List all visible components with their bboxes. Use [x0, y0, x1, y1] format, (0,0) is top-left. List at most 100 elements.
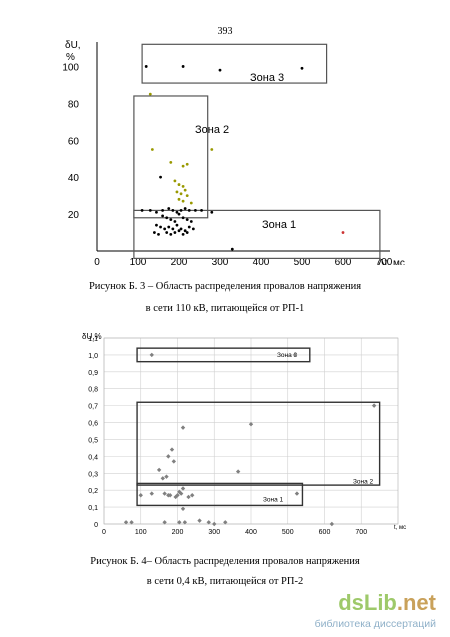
zone-box [136, 482, 304, 507]
data-point [181, 65, 185, 68]
data-point [218, 68, 222, 72]
data-point [189, 201, 193, 205]
data-point [179, 227, 183, 231]
data-point [161, 209, 165, 212]
figure1-caption-line2: в сети 110 кВ, питающейся от РП-1 [145, 303, 305, 314]
y-tick-label: 20 [68, 210, 80, 221]
y-tick-label: 0,3 [88, 471, 98, 478]
data-point [171, 227, 175, 231]
data-point [300, 66, 304, 70]
data-point [169, 232, 173, 236]
data-point [149, 352, 154, 358]
data-point [341, 231, 345, 234]
data-point [148, 92, 152, 96]
data-point [171, 459, 177, 464]
x-tick-label: 400 [245, 529, 257, 536]
data-point [248, 422, 254, 427]
data-point [182, 520, 188, 525]
data-point [294, 491, 300, 496]
data-point [169, 447, 175, 452]
x-tick-label: 100 [135, 529, 147, 536]
data-point [169, 161, 173, 164]
data-point [185, 218, 189, 222]
data-point [187, 209, 191, 212]
data-point [185, 162, 189, 166]
data-point [180, 506, 186, 511]
data-point [167, 207, 171, 210]
page-number: 393 [217, 26, 233, 37]
data-point [177, 229, 181, 233]
data-point [181, 232, 185, 236]
x-tick-label: 600 [335, 257, 352, 265]
data-point [185, 194, 189, 198]
data-point [292, 352, 298, 358]
y-tick-label: 60 [68, 136, 80, 147]
figure2-caption-line1: Рисунок Б. 4– Область распределения пров… [90, 556, 360, 567]
y-tick-label: 0,2 [88, 488, 98, 495]
data-point [183, 207, 187, 210]
data-point [167, 225, 171, 229]
data-point [177, 183, 181, 186]
zone-label: Зона 2 [353, 479, 374, 486]
y-tick-label: 0,5 [88, 437, 98, 444]
zone-box [136, 347, 311, 363]
data-point [200, 209, 203, 212]
x-tick-label: 300 [212, 257, 229, 265]
zone-label: Зона 1 [262, 219, 296, 231]
figure1-caption-line1: Рисунок Б. 3 – Область распределения про… [88, 281, 362, 292]
data-point [153, 231, 156, 234]
data-point [189, 220, 193, 223]
data-point [230, 247, 234, 251]
x-axis-label: t, мс [394, 525, 406, 531]
x-tick-label: 0 [102, 529, 106, 536]
y-tick-label: 80 [68, 99, 80, 110]
y-tick-label: 0,4 [88, 454, 98, 461]
data-point [191, 227, 195, 231]
chart-110kv: 0 100 200 300 400 500 600 700 20 40 60 80 100 δU,% Δt,… [62, 40, 405, 265]
data-point [194, 209, 197, 212]
y-tick-label: 100 [62, 62, 79, 73]
data-point [190, 493, 195, 498]
y-tick-label: 0,7 [88, 404, 98, 411]
y-tick-label: 0 [94, 522, 98, 529]
data-point [179, 192, 183, 196]
zone-label: Зона 2 [195, 124, 229, 136]
data-point [197, 518, 202, 523]
x-tick-label: 200 [172, 529, 184, 536]
zone-box [136, 401, 381, 486]
x-tick-label: 500 [294, 257, 311, 265]
data-point [155, 223, 158, 227]
data-point [166, 454, 171, 459]
data-point [181, 164, 185, 168]
x-tick-label: 500 [282, 529, 294, 536]
data-point [129, 520, 134, 525]
data-point [186, 494, 191, 500]
x-tick-label: 700 [376, 257, 393, 265]
figure2-caption-line2: в сети 0,4 кВ, питающейся от РП-2 [146, 576, 304, 587]
data-point [148, 209, 152, 212]
data-point [178, 491, 184, 496]
chart-04kv: 0 0,1 0,2 0,3 0,4 0,5 0,6 0,7 0,8 0,9 1,0 1,1 0 100 20… [82, 332, 406, 536]
data-point [180, 425, 186, 430]
data-point [371, 403, 377, 408]
data-point [155, 210, 158, 214]
y-axis-label: δU, [65, 40, 81, 51]
x-tick-label: 600 [319, 529, 331, 536]
x-axis-label: Δt, мс [378, 258, 405, 265]
data-point [159, 225, 162, 229]
x-tick-label: 200 [171, 257, 188, 265]
y-tick-label: 0,9 [88, 370, 98, 377]
y-tick-label: 1,1 [88, 336, 98, 343]
data-point [162, 491, 167, 496]
data-point [181, 199, 185, 203]
data-point [179, 209, 183, 212]
data-point [210, 210, 214, 214]
data-point [161, 214, 165, 218]
y-tick-label: 0,8 [88, 387, 98, 394]
data-point [159, 175, 162, 179]
data-point [177, 197, 181, 201]
data-point [162, 520, 167, 525]
zone-box [133, 209, 381, 259]
data-point [181, 185, 185, 188]
data-point [235, 469, 241, 474]
